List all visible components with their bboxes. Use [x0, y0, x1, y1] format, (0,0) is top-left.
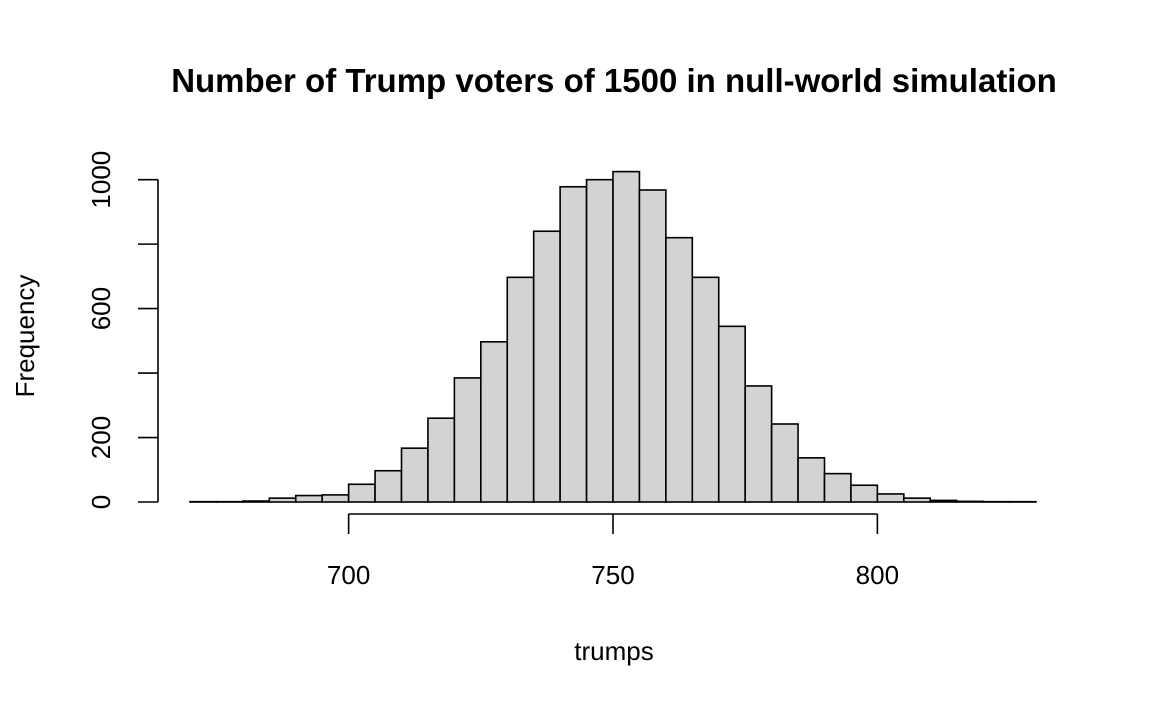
histogram-bar-815-820 — [955, 500, 984, 503]
x-axis-label: trumps — [574, 636, 653, 666]
histogram-bar-720-725 — [453, 377, 482, 503]
histogram-bar-740-745 — [559, 185, 588, 503]
histogram-bar-705-710 — [374, 469, 403, 503]
histogram-bar-775-780 — [744, 385, 773, 503]
histogram-bar-785-790 — [797, 457, 826, 503]
histogram-bar-730-735 — [506, 276, 535, 503]
histogram-bar-795-800 — [850, 484, 879, 503]
histogram-bar-700-705 — [347, 483, 376, 503]
histogram-bar-770-775 — [717, 325, 746, 503]
y-tick-label-200: 200 — [86, 416, 116, 459]
x-tick-label-800: 800 — [856, 560, 899, 590]
histogram-bar-755-760 — [638, 189, 667, 503]
y-tick-label-1000: 1000 — [86, 151, 116, 209]
chart-title: Number of Trump voters of 1500 in null-w… — [171, 62, 1057, 99]
histogram-bar-760-765 — [665, 236, 694, 503]
histogram-bar-695-700 — [321, 494, 350, 503]
y-tick-label-600: 600 — [86, 287, 116, 330]
histogram-bar-745-750 — [585, 178, 614, 503]
x-axis: 700 750 800 — [327, 513, 899, 590]
histogram-bar-710-715 — [400, 447, 429, 503]
histogram-bar-810-815 — [929, 499, 958, 503]
histogram-bar-805-810 — [903, 497, 932, 503]
histogram-bars — [189, 170, 1037, 503]
histogram-bar-680-685 — [242, 500, 271, 503]
histogram-bar-790-795 — [823, 472, 852, 503]
histogram-bar-735-740 — [532, 230, 561, 503]
x-tick-label-700: 700 — [327, 560, 370, 590]
histogram-bar-750-755 — [612, 170, 641, 503]
histogram-bar-715-720 — [427, 417, 456, 503]
histogram-bar-765-770 — [691, 276, 720, 503]
histogram-bar-725-730 — [480, 341, 509, 503]
y-axis: 0 200 600 1000 — [86, 151, 159, 509]
histogram-bar-780-785 — [770, 423, 799, 503]
y-tick-label-0: 0 — [86, 495, 116, 509]
y-axis-label: Frequency — [10, 275, 40, 398]
histogram-bar-685-690 — [268, 497, 297, 503]
x-tick-label-750: 750 — [591, 560, 634, 590]
histogram-bar-690-695 — [294, 494, 323, 503]
histogram-bar-800-805 — [876, 493, 905, 503]
